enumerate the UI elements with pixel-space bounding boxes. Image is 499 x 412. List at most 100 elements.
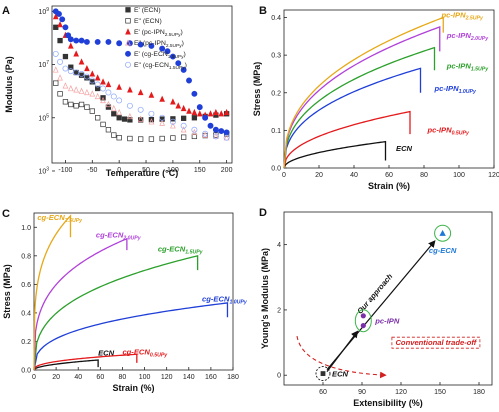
data-point xyxy=(175,60,182,67)
x-tick-label: 200 xyxy=(221,167,233,174)
y-tick-label: 109 xyxy=(38,7,49,16)
data-point xyxy=(148,110,155,117)
data-point xyxy=(67,84,74,92)
data-point xyxy=(196,110,203,117)
data-point xyxy=(62,53,69,60)
x-tick-label: 50 xyxy=(142,167,150,174)
data-point xyxy=(196,104,203,111)
y-axis-label: Modulus (Pa) xyxy=(4,56,14,113)
data-point xyxy=(78,58,85,65)
data-point xyxy=(164,48,171,55)
plot-frame xyxy=(33,212,234,371)
data-point xyxy=(186,107,192,114)
legend-entry: E" (pc-IPN2.5UPy) xyxy=(134,40,184,49)
data-point xyxy=(116,97,123,104)
panel-label-a: A xyxy=(2,5,10,17)
data-point-ecn xyxy=(320,371,326,376)
data-point xyxy=(100,85,106,92)
curve-label: ECN xyxy=(396,144,413,153)
panel-a: A -100 -50 0 50 100 150 200 103 105 107 109 Temperat… xyxy=(2,5,233,178)
x-axis-label: Strain (%) xyxy=(368,181,410,191)
y-tick-label: 0.2 xyxy=(271,90,281,97)
data-point xyxy=(52,66,59,73)
data-point xyxy=(180,115,187,121)
data-point xyxy=(105,89,112,96)
x-tick-label: 100 xyxy=(167,167,179,174)
data-point xyxy=(105,104,112,110)
data-point xyxy=(62,65,69,72)
curve-label: ECN xyxy=(98,349,115,358)
data-point xyxy=(148,118,155,125)
data-point xyxy=(95,85,101,92)
data-point xyxy=(89,70,96,77)
data-point xyxy=(202,130,209,137)
pc-ipn-highlight xyxy=(354,309,372,333)
data-point xyxy=(95,115,101,121)
legend-marker xyxy=(125,39,131,46)
x-axis-label: Temperature (°C) xyxy=(106,168,178,178)
panel-label-c: C xyxy=(2,208,10,220)
data-point xyxy=(57,21,63,28)
y-tick-label: 107 xyxy=(38,60,49,69)
data-point xyxy=(207,122,214,129)
data-point xyxy=(73,37,80,44)
panel-b: B 0 20 40 60 80 100 120 0.0 0.1 0.2 0.3 0.4 Strain (%… xyxy=(252,5,499,191)
curve-label: cg-ECN1.5UPy xyxy=(158,245,204,256)
data-point xyxy=(191,126,198,133)
data-point xyxy=(159,114,166,121)
data-point xyxy=(137,115,144,122)
data-point xyxy=(56,11,62,17)
x-tick-label: -100 xyxy=(58,167,72,174)
data-point xyxy=(89,77,96,84)
ecn-label: ECN xyxy=(332,370,349,379)
curve-label: pc-IPN0.5UPy xyxy=(427,125,470,136)
x-tick-label: 60 xyxy=(385,172,393,179)
data-point xyxy=(105,80,112,88)
data-point xyxy=(62,24,69,31)
x-tick-label: 80 xyxy=(119,374,127,381)
curve-cg-ecn2-5upy xyxy=(33,214,72,371)
curve-pc-ipn1-0upy xyxy=(283,67,422,169)
data-point xyxy=(68,101,74,108)
legend-entry: E' (cg-ECN1.5UPy) xyxy=(134,51,186,60)
data-point xyxy=(191,115,198,121)
x-tick-label: 120 xyxy=(488,172,499,179)
curve-pc-ipn2-0upy xyxy=(283,26,441,169)
data-point xyxy=(116,40,123,47)
data-point xyxy=(84,104,90,110)
series-e-pc-ipn2-5upy- xyxy=(52,66,230,141)
x-tick-label: 120 xyxy=(161,374,173,381)
data-point xyxy=(111,132,117,138)
data-point xyxy=(73,103,79,109)
curve-pc-ipn0-5upy xyxy=(283,110,411,169)
y-tick-label: 1.0 xyxy=(21,225,31,232)
data-point xyxy=(89,108,95,114)
curve-label: pc-IPN2.5UPy xyxy=(441,11,484,22)
data-point xyxy=(169,53,176,60)
data-point xyxy=(202,114,209,121)
data-point xyxy=(180,122,187,129)
y-tick-label: 2 xyxy=(277,307,281,314)
data-point xyxy=(116,115,122,121)
data-point xyxy=(180,134,187,140)
data-point xyxy=(180,104,187,112)
legend-entry: E" (ECN) xyxy=(134,18,162,25)
data-point xyxy=(62,99,69,105)
curve-pc-ipn1-5upy xyxy=(283,46,436,169)
data-point xyxy=(126,102,133,109)
panel-label-d: D xyxy=(259,207,267,219)
data-point xyxy=(78,101,85,108)
data-point xyxy=(57,91,63,97)
data-point xyxy=(57,74,63,81)
legend: E' (ECN) E" (ECN) E' (pc-IPN2.5UPy) E" (pc-… xyxy=(125,7,187,71)
y-tick-label: 0.0 xyxy=(21,368,31,375)
our-approach-label: Our approach xyxy=(355,272,394,316)
cg-ecn-highlight xyxy=(434,224,452,242)
data-point xyxy=(137,41,144,48)
data-point xyxy=(116,108,123,116)
data-point xyxy=(127,86,133,93)
x-tick-label: 90 xyxy=(358,389,366,396)
data-point xyxy=(68,64,74,70)
data-point xyxy=(202,131,208,138)
data-point xyxy=(175,102,182,109)
